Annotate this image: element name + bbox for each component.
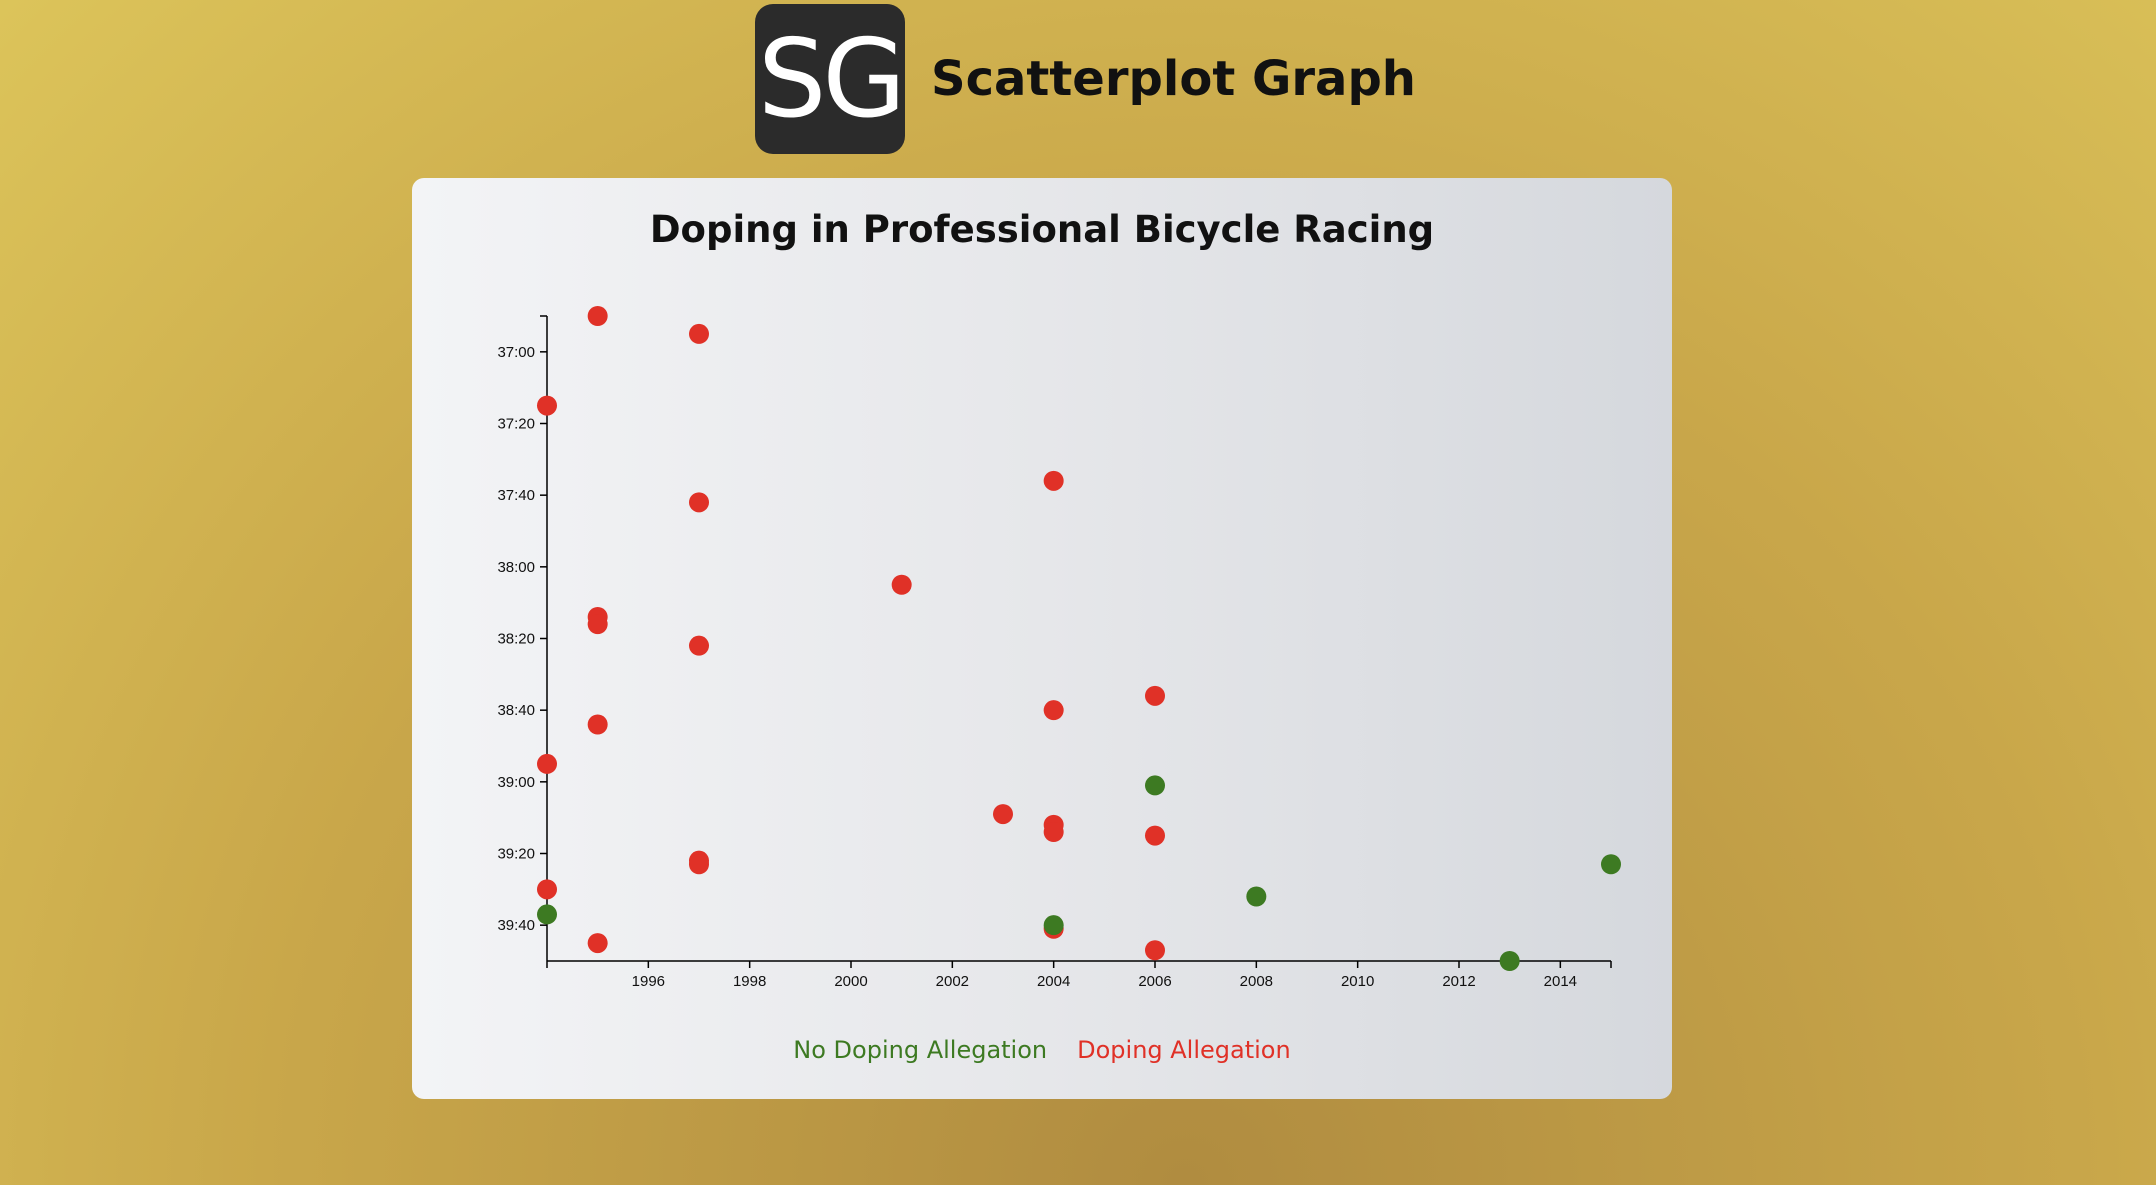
x-tick-label: 1998 <box>733 973 766 990</box>
y-tick-label: 38:40 <box>497 702 535 719</box>
data-point-no-doping <box>1145 775 1165 796</box>
x-tick-label: 2002 <box>936 973 969 990</box>
x-tick-label: 2014 <box>1544 973 1577 990</box>
legend-no-doping: No Doping Allegation <box>793 1036 1048 1064</box>
data-point-no-doping <box>1499 951 1520 971</box>
app-title: Scatterplot Graph <box>931 51 1416 107</box>
logo: SG <box>755 4 905 154</box>
data-point-doping <box>587 933 608 954</box>
data-point-doping <box>587 614 608 635</box>
x-tick-label: 2008 <box>1240 973 1273 990</box>
x-tick-label: 1996 <box>632 973 665 990</box>
data-point-doping <box>537 395 557 416</box>
legend-doping: Doping Allegation <box>1077 1036 1291 1064</box>
x-tick-label: 2012 <box>1442 973 1475 990</box>
chart-card: Doping in Professional Bicycle Racing 19… <box>412 178 1672 1099</box>
data-point-no-doping <box>1246 886 1267 907</box>
y-tick-label: 38:00 <box>497 559 535 576</box>
data-point-doping <box>1145 940 1165 961</box>
y-tick-label: 37:20 <box>497 416 535 433</box>
y-tick-label: 39:20 <box>497 846 535 863</box>
data-point-no-doping <box>1043 915 1064 936</box>
data-point-doping <box>1145 685 1165 706</box>
data-point-doping <box>587 306 608 326</box>
data-point-doping <box>689 854 709 875</box>
data-point-doping <box>1043 822 1064 842</box>
y-tick-label: 39:00 <box>497 774 535 791</box>
data-point-doping <box>1043 470 1064 491</box>
x-tick-label: 2004 <box>1037 973 1070 990</box>
app-header: SG Scatterplot Graph <box>755 4 1416 154</box>
data-point-doping <box>1145 825 1165 846</box>
data-point-doping <box>689 323 709 344</box>
y-tick-label: 37:40 <box>497 487 535 504</box>
y-tick-label: 37:00 <box>497 344 535 361</box>
data-point-doping <box>993 804 1013 825</box>
y-tick-label: 38:20 <box>497 631 535 648</box>
x-tick-label: 2010 <box>1341 973 1374 990</box>
data-point-doping <box>537 879 557 900</box>
data-point-doping <box>587 714 608 735</box>
data-point-doping <box>537 753 557 774</box>
data-point-doping <box>689 635 709 656</box>
data-point-no-doping <box>1601 854 1621 875</box>
chart-title: Doping in Professional Bicycle Racing <box>649 208 1435 251</box>
data-point-doping <box>689 492 709 513</box>
data-point-no-doping <box>537 904 557 925</box>
x-tick-label: 2000 <box>834 973 867 990</box>
y-tick-label: 39:40 <box>497 917 535 934</box>
legend: No Doping Allegation Doping Allegation <box>412 1036 1672 1064</box>
data-point-doping <box>1043 700 1064 721</box>
data-point-doping <box>891 574 912 595</box>
x-tick-label: 2006 <box>1138 973 1171 990</box>
scatter-plot: 1996 1998 2000 2002 2004 2006 2008 2010 2012 2014… <box>497 306 1621 990</box>
